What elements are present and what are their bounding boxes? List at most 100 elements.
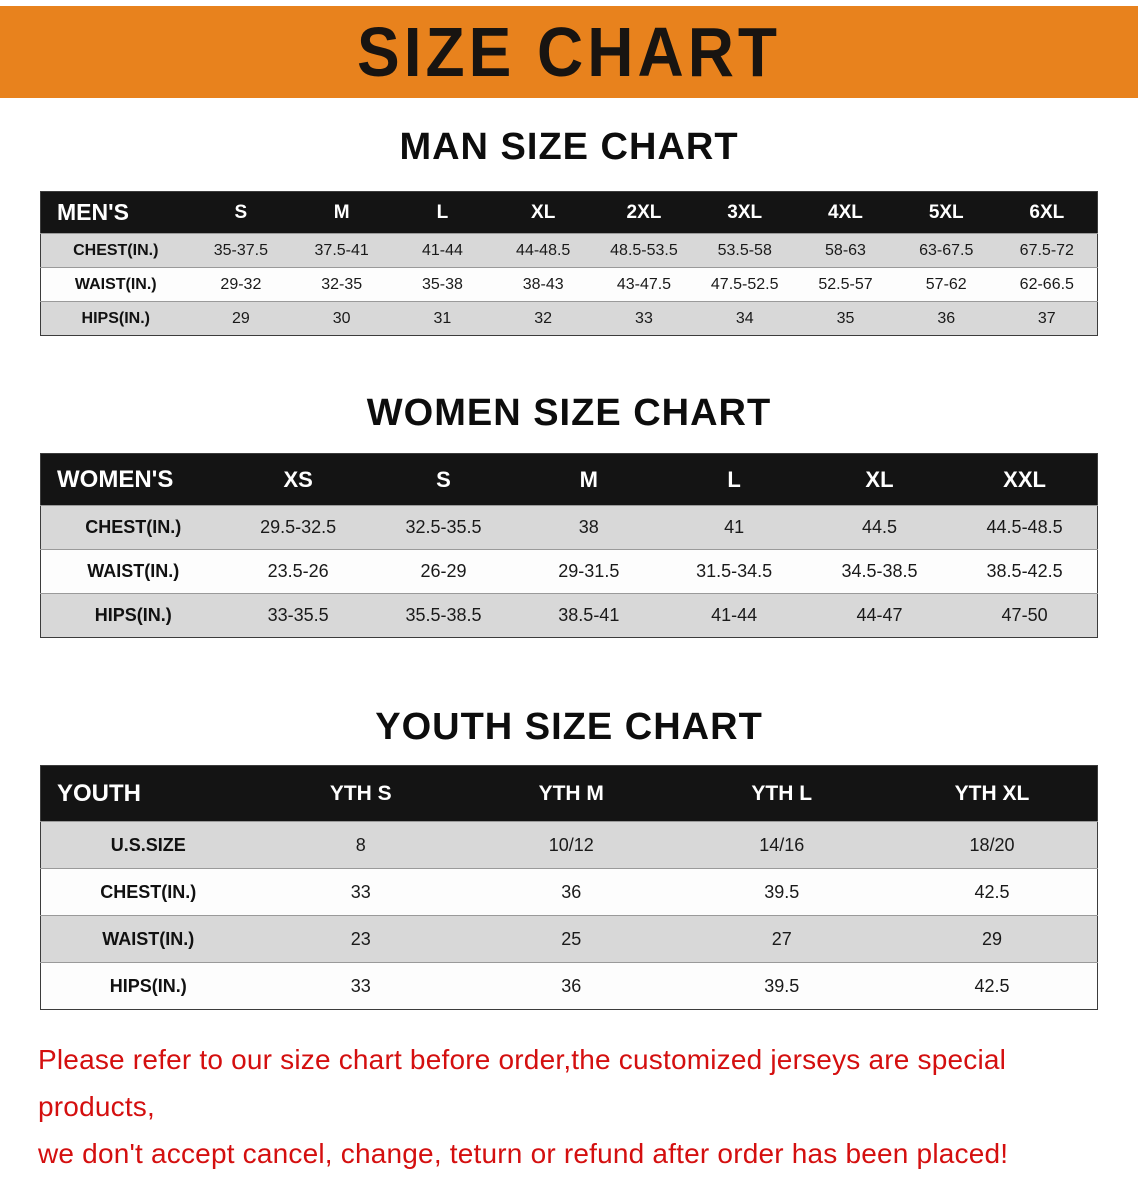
cell-value: 32.5-35.5	[405, 517, 482, 537]
cell-value: 41-44	[421, 241, 463, 259]
column-header: YTH M	[538, 781, 604, 805]
column-header: 2XL	[626, 201, 662, 223]
table-row: CHEST(IN.) 35-37.5 37.5-41 41-44 44-48.5 48.5…	[40, 233, 1098, 268]
table-row: CHEST(IN.) 33 36 39.5 42.5	[40, 868, 1098, 916]
column-header: YTH S	[329, 781, 392, 805]
cell-value: 62-66.5	[1019, 275, 1074, 293]
cell-value: 31.5-34.5	[696, 561, 773, 581]
column-header: L	[727, 466, 741, 492]
cell-value: 36	[561, 975, 582, 996]
row-label: CHEST(IN.)	[85, 517, 182, 537]
table-row: WAIST(IN.) 23.5-26 26-29 29-31.5 31.5-34.5 34…	[40, 549, 1098, 594]
table-row: HIPS(IN.) 33-35.5 35.5-38.5 38.5-41 41-44 44-…	[40, 593, 1098, 638]
table-row: U.S.SIZE 8 10/12 14/16 18/20	[40, 821, 1098, 869]
cell-value: 52.5-57	[818, 275, 873, 293]
row-label: HIPS(IN.)	[81, 309, 150, 327]
cell-value: 39.5	[764, 881, 800, 902]
cell-value: 39.5	[764, 975, 800, 996]
cell-value: 57-62	[925, 275, 967, 293]
cell-value: 25	[561, 928, 582, 949]
women-size-table: WOMEN'S XS S M L XL XXL CHEST(IN.) 29.5-32.5 32.…	[40, 453, 1098, 638]
cell-value: 42.5	[974, 881, 1010, 902]
cell-value: 30	[332, 309, 351, 327]
cell-value: 35-38	[421, 275, 463, 293]
row-label: HIPS(IN.)	[94, 605, 172, 625]
cell-value: 41	[724, 517, 745, 537]
table-title-cell: YOUTH	[57, 779, 141, 807]
cell-value: 37	[1037, 309, 1056, 327]
cell-value: 29	[231, 309, 250, 327]
column-header: M	[579, 466, 598, 492]
men-chart-heading: MAN SIZE CHART	[399, 126, 739, 168]
table-row: WAIST(IN.) 29-32 32-35 35-38 38-43 43-47.5 47.…	[40, 267, 1098, 302]
column-header: XXL	[1003, 466, 1046, 492]
cell-value: 38	[578, 517, 599, 537]
cell-value: 27	[771, 928, 792, 949]
cell-value: 33	[635, 309, 653, 327]
column-header: 6XL	[1029, 201, 1065, 223]
youth-size-table: YOUTH YTH S YTH M YTH L YTH XL U.S.SIZE 8 10/1…	[40, 765, 1098, 1010]
cell-value: 36	[561, 881, 582, 902]
table-row: CHEST(IN.) 29.5-32.5 32.5-35.5 38 41 44.5 44.5…	[40, 505, 1098, 550]
women-table-header-row: WOMEN'S XS S M L XL XXL	[40, 453, 1098, 506]
cell-value: 35.5-38.5	[405, 605, 482, 625]
row-label: HIPS(IN.)	[109, 975, 187, 996]
table-title-cell: MEN'S	[57, 199, 129, 225]
women-size-chart-section: WOMEN SIZE CHART WOMEN'S XS S M L XL XXL CHEST…	[0, 392, 1138, 638]
cell-value: 43-47.5	[616, 275, 672, 293]
cell-value: 53.5-58	[717, 241, 772, 259]
cell-value: 29-32	[220, 275, 262, 293]
column-header: S	[436, 466, 451, 492]
column-header: XS	[283, 466, 313, 492]
column-header: 3XL	[727, 201, 763, 223]
cell-value: 41-44	[711, 605, 758, 625]
column-header: 5XL	[928, 201, 964, 223]
row-label: WAIST(IN.)	[74, 275, 157, 293]
cell-value: 58-63	[825, 241, 866, 259]
men-size-chart-section: MAN SIZE CHART MEN'S S M L XL 2XL 3XL 4XL 5XL 6XL…	[0, 126, 1138, 336]
youth-table-header-row: YOUTH YTH S YTH M YTH L YTH XL	[40, 765, 1098, 822]
cell-value: 35	[836, 309, 855, 327]
youth-chart-heading: YOUTH SIZE CHART	[375, 706, 763, 748]
size-chart-banner: SIZE CHART	[0, 6, 1138, 98]
table-row: HIPS(IN.) 33 36 39.5 42.5	[40, 962, 1098, 1010]
column-header: S	[234, 201, 248, 223]
cell-value: 36	[937, 309, 956, 327]
cell-value: 8	[355, 834, 366, 855]
cell-value: 10/12	[548, 834, 594, 855]
row-label: U.S.SIZE	[110, 834, 186, 855]
disclaimer-line-2: we don't accept cancel, change, teturn o…	[38, 1138, 1009, 1170]
cell-value: 47-50	[1001, 605, 1048, 625]
men-size-table: MEN'S S M L XL 2XL 3XL 4XL 5XL 6XL CHEST(IN.) 35-3…	[40, 191, 1098, 336]
cell-value: 38-43	[522, 275, 564, 293]
column-header: YTH L	[751, 781, 813, 805]
cell-value: 14/16	[759, 834, 805, 855]
cell-value: 44-47	[856, 605, 903, 625]
cell-value: 44-48.5	[516, 241, 571, 259]
cell-value: 31	[433, 309, 452, 327]
row-label: CHEST(IN.)	[73, 241, 159, 259]
table-title-cell: WOMEN'S	[57, 465, 174, 493]
column-header: 4XL	[828, 201, 863, 223]
banner-title: SIZE CHART	[357, 13, 781, 91]
column-header: M	[333, 201, 350, 223]
cell-value: 26-29	[420, 561, 467, 581]
youth-size-chart-section: YOUTH SIZE CHART YOUTH YTH S YTH M YTH L YTH…	[0, 706, 1138, 1010]
disclaimer: Please refer to our size chart before or…	[38, 1036, 1108, 1177]
cell-value: 63-67.5	[919, 241, 974, 259]
disclaimer-line-1: Please refer to our size chart before or…	[38, 1044, 1007, 1123]
cell-value: 23	[350, 928, 371, 949]
cell-value: 42.5	[974, 975, 1010, 996]
women-chart-heading: WOMEN SIZE CHART	[366, 392, 772, 434]
cell-value: 67.5-72	[1019, 241, 1074, 259]
cell-value: 34	[735, 309, 754, 327]
cell-value: 44.5	[861, 517, 897, 537]
cell-value: 34.5-38.5	[841, 561, 918, 581]
column-header: XL	[531, 201, 556, 223]
cell-value: 38.5-42.5	[986, 561, 1063, 581]
row-label: WAIST(IN.)	[87, 561, 180, 581]
row-label: WAIST(IN.)	[102, 928, 195, 949]
cell-value: 37.5-41	[314, 241, 369, 259]
row-label: CHEST(IN.)	[100, 881, 197, 902]
cell-value: 44.5-48.5	[986, 517, 1063, 537]
